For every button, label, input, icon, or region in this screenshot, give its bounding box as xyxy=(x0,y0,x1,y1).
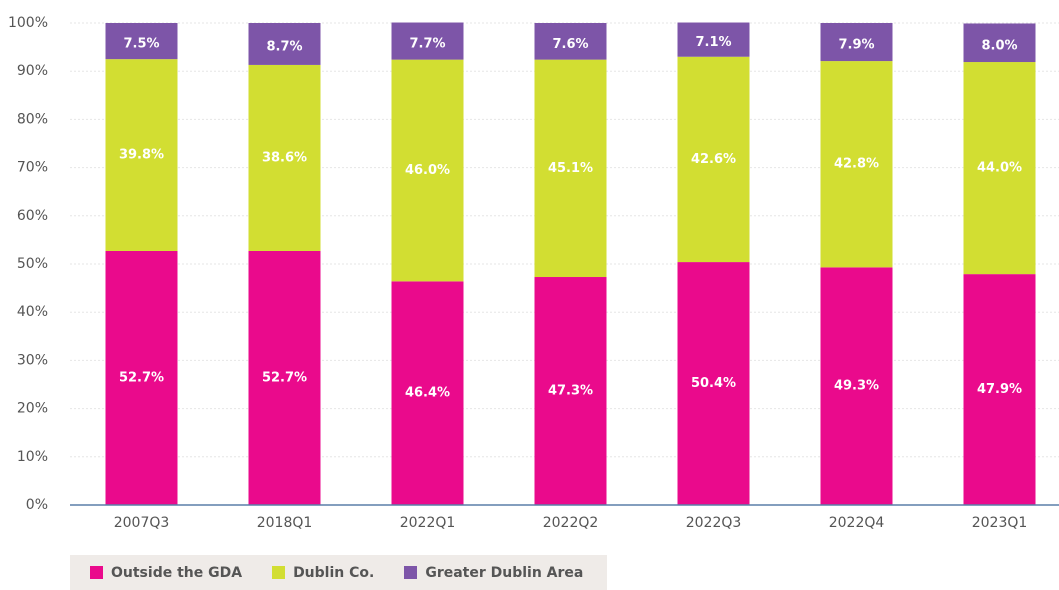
y-tick-label: 10% xyxy=(17,449,48,465)
bar-segment xyxy=(105,250,178,505)
bar-segment xyxy=(534,23,607,60)
bar-segment xyxy=(820,23,893,62)
legend-swatch xyxy=(272,566,286,579)
bar-segment xyxy=(105,23,178,60)
bar-segment xyxy=(820,267,893,505)
y-tick-label: 30% xyxy=(17,352,48,368)
y-tick-label: 80% xyxy=(17,111,48,127)
data-label: 7.9% xyxy=(838,38,874,53)
legend-label: Outside the GDA xyxy=(111,564,243,581)
data-label: 8.7% xyxy=(266,39,302,54)
x-tick-label: 2007Q3 xyxy=(114,515,170,531)
y-tick-label: 60% xyxy=(17,208,48,224)
x-tick-label: 2018Q1 xyxy=(257,515,313,531)
legend-swatch xyxy=(90,566,103,579)
bar-segment xyxy=(248,250,321,505)
chart: 0% 10% 20% 30% 40% 50% 60% 70% 80% 90% 100% 52.7% 39… xyxy=(8,15,1059,531)
data-label: 8.0% xyxy=(981,38,1017,53)
bar-segment xyxy=(391,59,464,282)
data-label: 7.7% xyxy=(409,37,445,52)
bar-segment xyxy=(677,262,750,505)
bar-segment xyxy=(820,61,893,268)
bar-segment xyxy=(963,23,1036,63)
x-tick-label: 2022Q4 xyxy=(829,515,885,531)
x-tick-label: 2023Q1 xyxy=(972,515,1028,531)
bar-segment xyxy=(534,277,607,505)
legend-item: Outside the GDA xyxy=(90,565,242,581)
data-label: 7.6% xyxy=(552,37,588,52)
y-tick-label: 100% xyxy=(8,15,48,31)
data-label: 7.1% xyxy=(695,35,731,50)
bar-segment xyxy=(248,23,321,65)
bar-segment xyxy=(963,274,1036,505)
data-label: 50.4% xyxy=(691,376,736,391)
y-tick-label: 40% xyxy=(17,304,48,320)
data-label: 49.3% xyxy=(834,379,879,394)
data-label: 42.6% xyxy=(691,152,736,167)
data-label: 52.7% xyxy=(262,370,307,385)
bar-segment xyxy=(677,56,750,263)
y-tick-label: 20% xyxy=(17,401,48,417)
y-tick-label: 70% xyxy=(17,160,48,176)
y-tick-label: 50% xyxy=(17,256,48,272)
data-label: 42.8% xyxy=(834,157,879,172)
data-label: 44.0% xyxy=(977,161,1022,176)
legend-swatch xyxy=(404,566,418,579)
data-label: 7.5% xyxy=(123,37,159,52)
bar-segment xyxy=(963,62,1036,275)
y-tick-label: 90% xyxy=(17,63,48,79)
bar-segment xyxy=(391,281,464,505)
data-label: 46.4% xyxy=(405,386,450,401)
legend-label: Dublin Co. xyxy=(293,564,375,581)
legend: Outside the GDA Dublin Co. Greater Dublin … xyxy=(70,555,607,590)
bar-segment xyxy=(391,22,464,60)
data-label: 38.6% xyxy=(262,150,307,165)
x-tick-label: 2022Q1 xyxy=(400,515,456,531)
x-tick-label: 2022Q2 xyxy=(543,515,599,531)
y-tick-label: 0% xyxy=(26,497,48,513)
bar-segment xyxy=(677,22,750,57)
x-tick-label: 2022Q3 xyxy=(686,515,742,531)
data-label: 52.7% xyxy=(119,370,164,385)
bar-segment xyxy=(248,64,321,251)
bar-segment xyxy=(105,59,178,251)
data-label: 39.8% xyxy=(119,148,164,163)
data-label: 47.3% xyxy=(548,384,593,399)
bar-segment xyxy=(534,59,607,278)
data-label: 47.9% xyxy=(977,382,1022,397)
data-label: 46.0% xyxy=(405,163,450,178)
legend-item: Greater Dublin Area xyxy=(404,565,583,581)
legend-label: Greater Dublin Area xyxy=(425,564,584,581)
data-label: 45.1% xyxy=(548,161,593,176)
legend-item: Dublin Co. xyxy=(272,565,374,581)
